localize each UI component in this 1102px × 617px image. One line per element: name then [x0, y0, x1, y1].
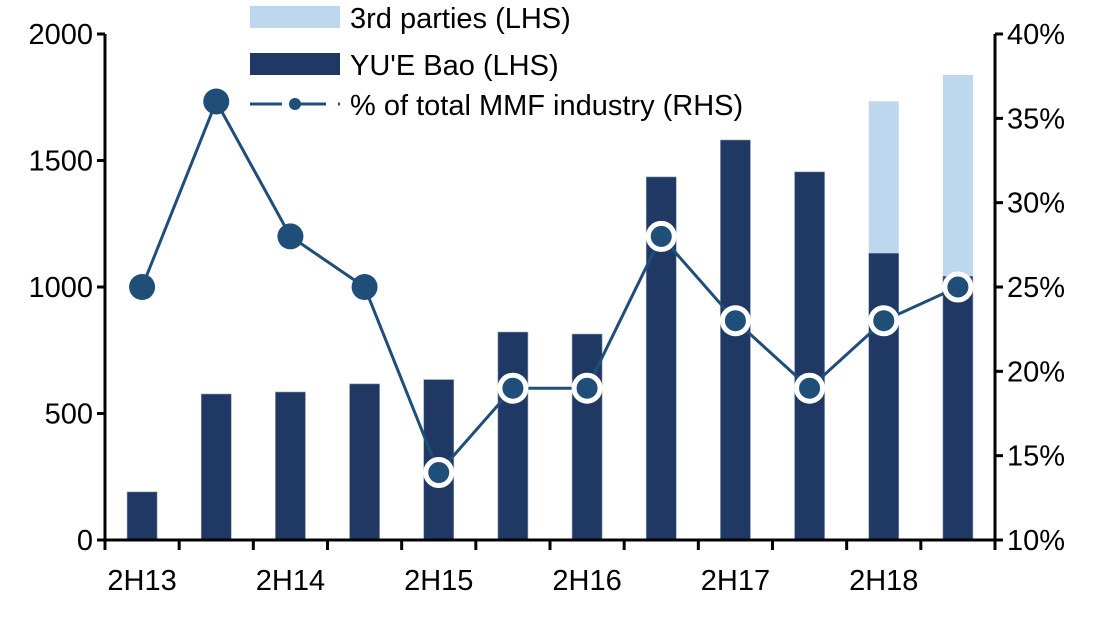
line-point [868, 305, 900, 337]
line-point [497, 372, 529, 404]
bar-yuebao [720, 139, 751, 541]
bar-yuebao [349, 383, 380, 541]
x-tick-label: 2H17 [701, 565, 770, 597]
x-tick-label: 2H16 [552, 565, 621, 597]
bar-yuebao [794, 171, 825, 541]
right-tick-label: 20% [1007, 356, 1065, 388]
left-tick-label: 1500 [28, 146, 93, 178]
bar-yuebao [942, 275, 974, 541]
bar-yuebao [275, 391, 306, 541]
bar-yuebao [126, 491, 158, 541]
right-tick-label: 10% [1007, 525, 1065, 557]
legend-swatch-yuebao [250, 53, 340, 75]
right-tick-label: 25% [1007, 272, 1065, 304]
bar-yuebao [497, 331, 529, 541]
line-point [942, 271, 974, 303]
line-point [203, 88, 230, 115]
x-tick-label: 2H13 [107, 565, 176, 597]
right-tick-label: 35% [1007, 103, 1065, 135]
left-tick-label: 2000 [28, 19, 93, 51]
line-point [423, 457, 455, 489]
line-point [277, 223, 304, 250]
line-point [129, 274, 156, 300]
right-tick-label: 40% [1007, 19, 1065, 51]
bar-yuebao [200, 393, 232, 541]
x-tick-label: 2H18 [849, 565, 918, 597]
left-tick-label: 500 [45, 399, 93, 431]
legend-swatch-marker [289, 98, 301, 110]
legend-label-yuebao: YU'E Bao (LHS) [350, 50, 559, 82]
legend-swatch-third-parties [250, 6, 340, 28]
bar-third-parties [942, 74, 973, 277]
line-point [645, 220, 677, 252]
right-tick-label: 15% [1007, 441, 1065, 473]
bar-third-parties [868, 101, 899, 254]
left-tick-label: 1000 [28, 272, 93, 304]
legend-label-third-parties: 3rd parties (LHS) [350, 3, 571, 35]
bar-yuebao [868, 252, 900, 541]
line-point [719, 305, 751, 337]
right-tick-label: 30% [1007, 188, 1065, 220]
line-pct-mmf [140, 97, 959, 476]
line-point [794, 372, 826, 404]
left-tick-label: 0 [77, 525, 93, 557]
x-tick-label: 2H14 [256, 565, 325, 597]
line-point [351, 274, 378, 300]
x-tick-label: 2H15 [404, 565, 473, 597]
line-point [571, 372, 603, 404]
legend-label-pct: % of total MMF industry (RHS) [350, 90, 743, 122]
